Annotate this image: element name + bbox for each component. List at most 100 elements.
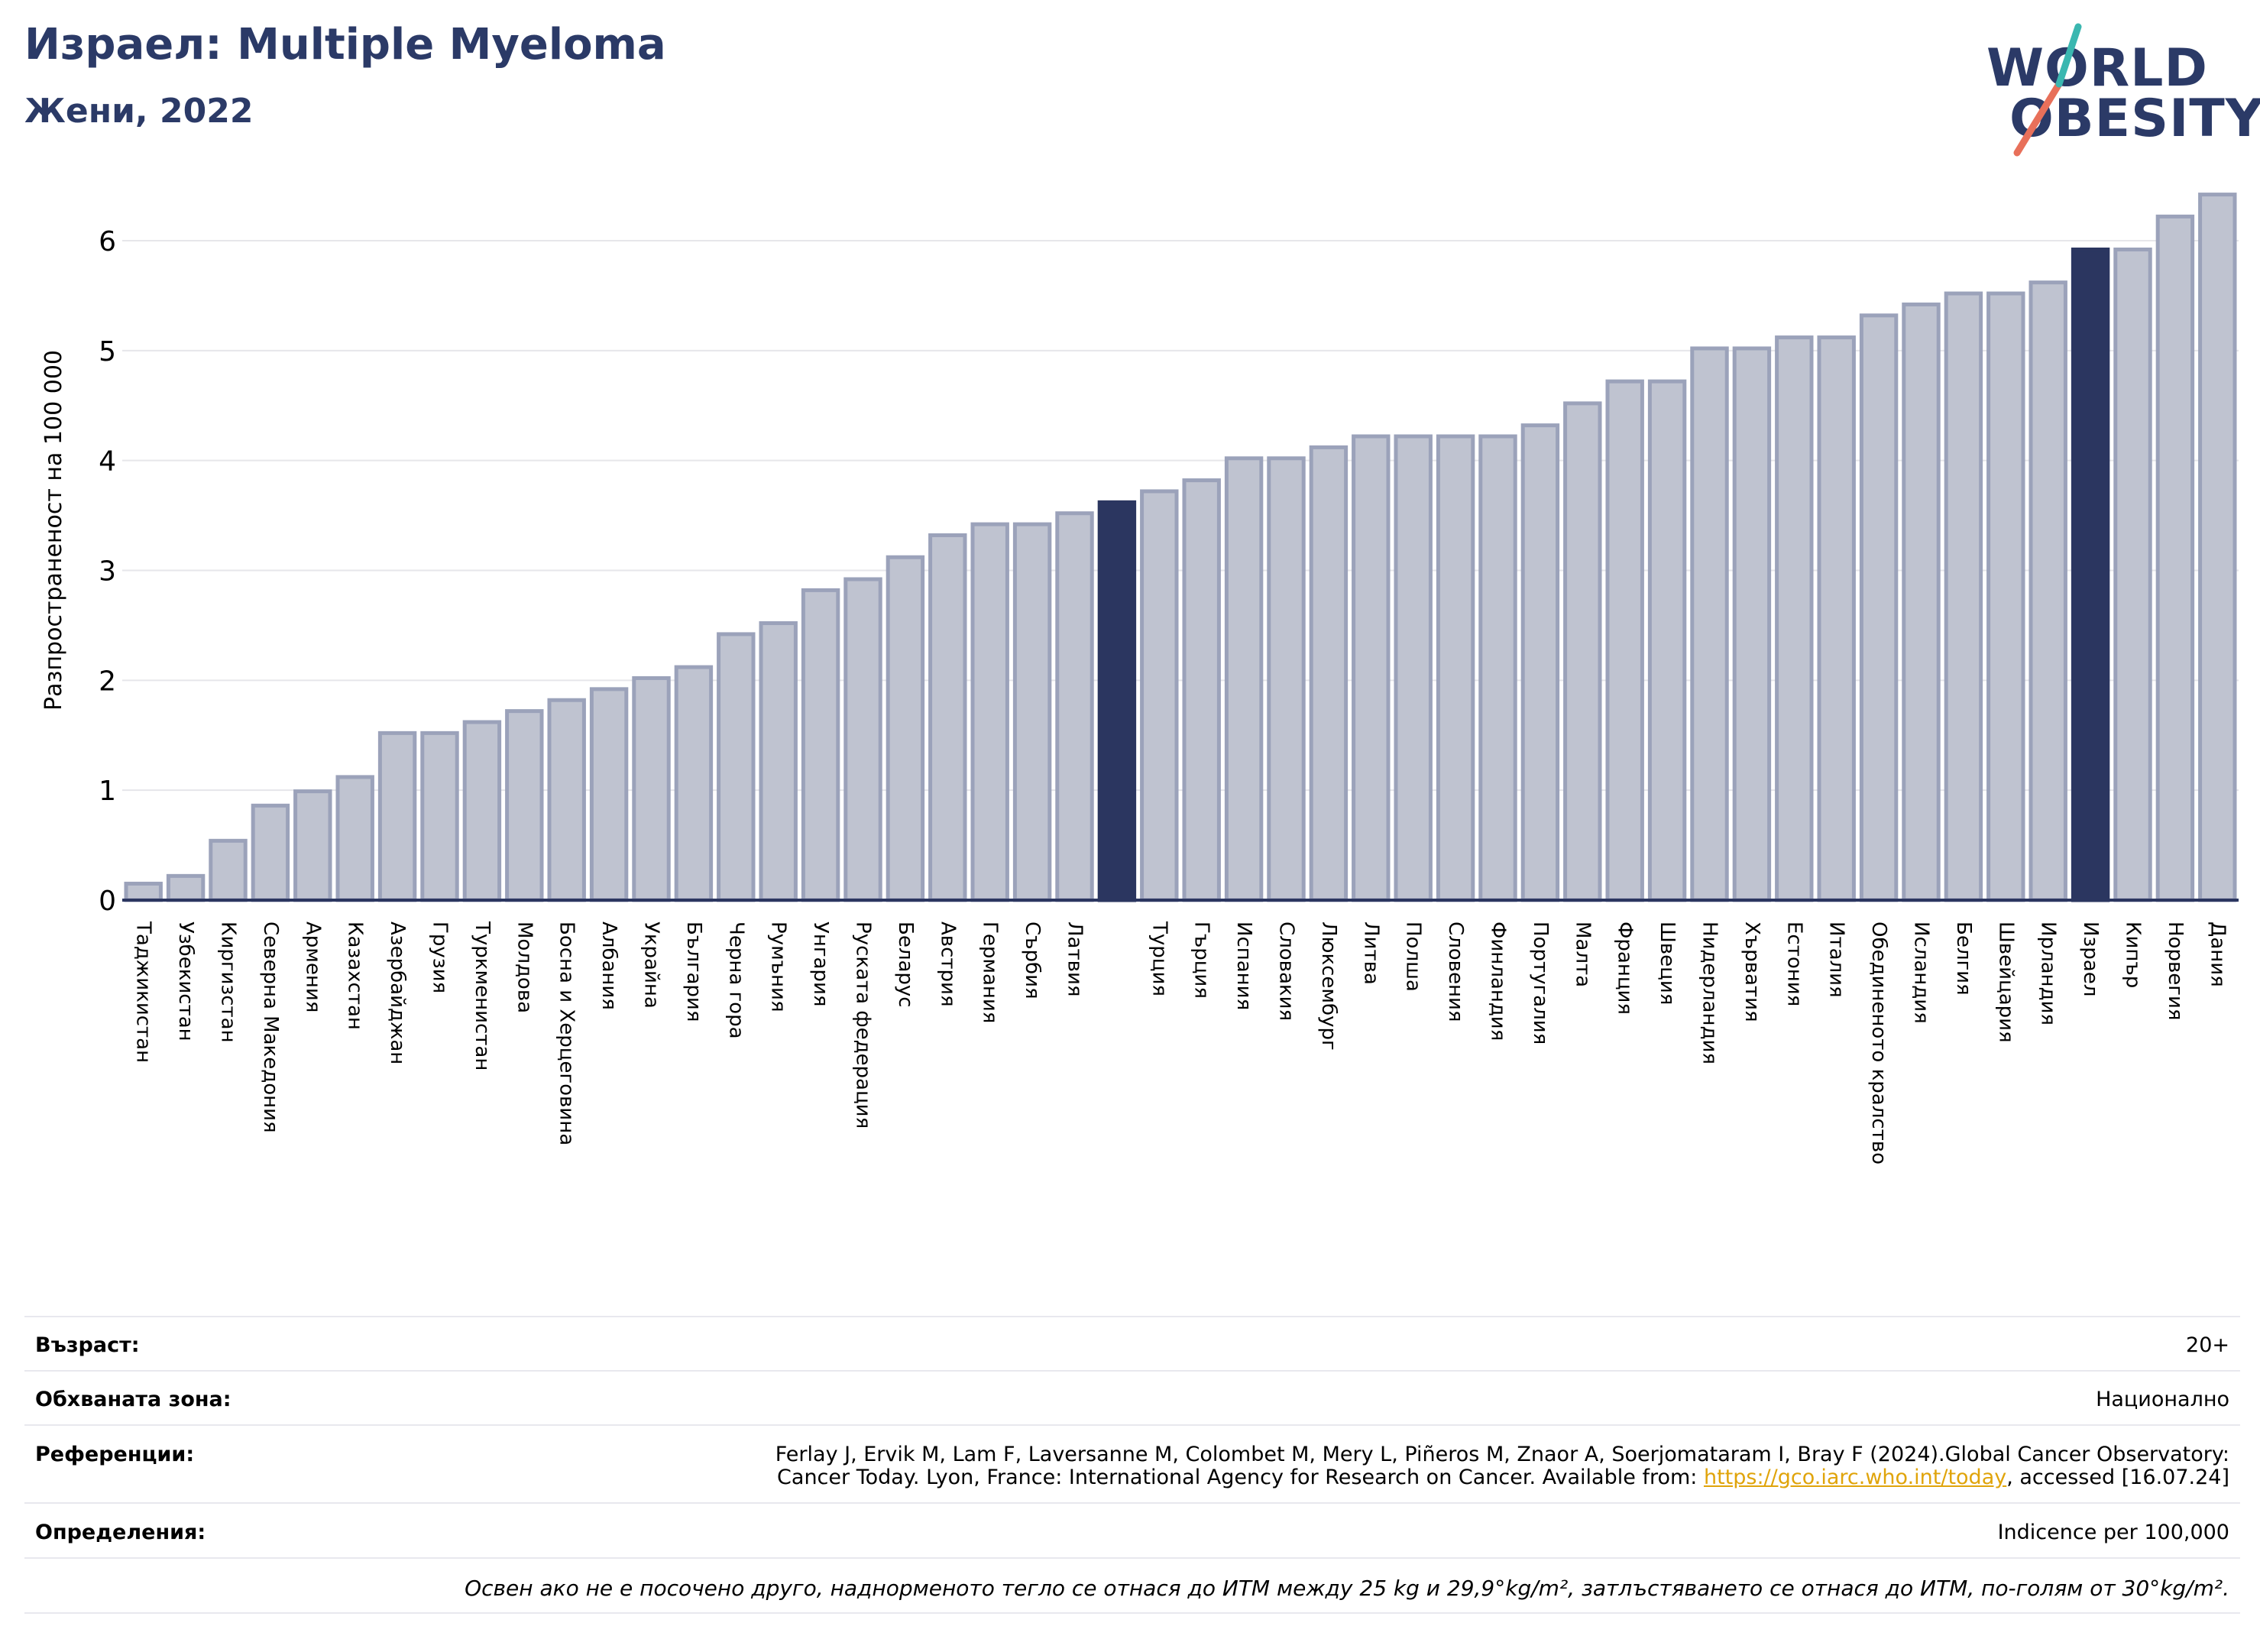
- bar: [1140, 489, 1179, 902]
- x-tick-label: Естония: [1782, 922, 1805, 1006]
- x-tick-label: България: [682, 922, 705, 1022]
- x-tick-label: Израел: [2079, 922, 2102, 996]
- x-tick-label: Узбекистан: [174, 922, 197, 1041]
- y-axis-label: Разпространеност на 100 000: [40, 350, 67, 711]
- bar: [2113, 248, 2152, 902]
- age-label: Възраст:: [35, 1333, 140, 1357]
- bar: [420, 730, 459, 902]
- x-tick-label: Малта: [1571, 922, 1594, 987]
- bar: [335, 775, 374, 902]
- x-tick-label: Киргизстан: [217, 922, 240, 1043]
- bar: [209, 838, 248, 902]
- x-tick-label: Босна и Херцеговина: [555, 922, 578, 1145]
- bar: [462, 720, 502, 902]
- x-tick-label: Румъния: [767, 922, 790, 1012]
- bar: [251, 803, 290, 902]
- bar: [674, 665, 714, 902]
- x-tick-label: Унгария: [809, 922, 832, 1006]
- x-tick-label: Турция: [1148, 921, 1170, 996]
- bar: [1352, 434, 1391, 902]
- bar: [377, 730, 417, 902]
- bar: [632, 675, 671, 902]
- info-divider: [24, 1612, 2240, 1614]
- bar: [801, 588, 840, 902]
- x-tick-label: Испания: [1232, 922, 1255, 1010]
- bar: [124, 881, 163, 902]
- references-link[interactable]: https://gco.iarc.who.int/today: [1703, 1466, 2007, 1489]
- bar: [2028, 280, 2067, 902]
- bar: [1732, 346, 1772, 902]
- y-tick-label: 2: [99, 666, 116, 697]
- x-tick-label: Германия: [979, 922, 1002, 1023]
- x-tick-label: Руската федерация: [852, 922, 875, 1129]
- world-obesity-logo: WORLD OBESITY: [1986, 23, 2260, 160]
- x-tick-label: Туркменистан: [471, 921, 494, 1071]
- bar: [1944, 291, 1983, 902]
- x-tick-label: Хърватия: [1740, 922, 1763, 1022]
- age-value: 20+: [2186, 1333, 2229, 1357]
- references-line-1: Ferlay J, Ervik M, Lam F, Laversanne M, …: [775, 1443, 2229, 1466]
- x-tick-label: Казахстан: [344, 922, 367, 1030]
- info-divider: [24, 1316, 2240, 1317]
- bar: [1394, 434, 1433, 902]
- bar: [1309, 445, 1349, 902]
- references-text: Cancer Today. Lyon, France: Internationa…: [777, 1466, 1704, 1489]
- bar: [1563, 401, 1602, 902]
- y-tick-label: 4: [99, 446, 116, 478]
- bar: [1605, 379, 1644, 902]
- x-tick-label: Ирландия: [2037, 922, 2060, 1025]
- x-tick-label: Словакия: [1275, 922, 1298, 1021]
- x-tick-label: Обединеното кралство: [1867, 922, 1890, 1164]
- x-tick-label: Португалия: [1529, 922, 1552, 1045]
- bar: [1182, 478, 1221, 902]
- x-tick-label: Нидерландия: [1698, 922, 1721, 1064]
- bar: [970, 522, 1009, 902]
- chart-subtitle: Жени, 2022: [24, 92, 254, 131]
- references-accessed: , accessed [16.07.24]: [2006, 1466, 2229, 1489]
- bar: [886, 555, 925, 902]
- x-tick-label: Латвия: [1064, 922, 1086, 997]
- x-tick-label: Италия: [1825, 922, 1848, 998]
- logo-word-1: WORLD: [1986, 38, 2208, 99]
- bar: [1986, 291, 2025, 902]
- x-tick-label: Исландия: [1910, 922, 1933, 1024]
- x-tick-label: Полша: [1402, 922, 1425, 992]
- bar: [2155, 214, 2195, 902]
- y-tick-label: 6: [99, 226, 116, 258]
- bar: [1097, 500, 1137, 902]
- footnote: Освен ако не е посочено друго, наднормeн…: [465, 1576, 2229, 1601]
- x-tick-label: Беларус: [894, 922, 917, 1008]
- bar: [928, 533, 967, 902]
- x-tick-label: Швеция: [1656, 922, 1679, 1005]
- x-tick-label: Словения: [1444, 922, 1467, 1022]
- x-tick-label: Швейцария: [1994, 922, 2017, 1043]
- x-tick-label: Гърция: [1190, 922, 1213, 999]
- definitions-value: Indicence per 100,000: [1997, 1521, 2229, 1544]
- references-line-2: Cancer Today. Lyon, France: Internationa…: [777, 1466, 2229, 1489]
- x-tick-label: Люксембург: [1317, 922, 1340, 1051]
- x-tick-label: Северна Македония: [259, 922, 282, 1133]
- x-tick-label: Дания: [2206, 922, 2229, 987]
- chart-title: Израел: Multiple Myeloma: [24, 20, 666, 70]
- info-divider: [24, 1370, 2240, 1372]
- x-tick-label: Албания: [597, 922, 620, 1010]
- info-divider: [24, 1557, 2240, 1559]
- x-tick-label: Австрия: [936, 922, 959, 1007]
- x-tick-label: Украйна: [640, 922, 663, 1009]
- bar: [2071, 248, 2110, 902]
- x-tick-label: Финландия: [1487, 922, 1510, 1041]
- y-tick-label: 5: [99, 336, 116, 368]
- y-tick-label: 0: [99, 886, 116, 917]
- bar: [1478, 434, 1517, 902]
- bar: [505, 709, 544, 902]
- x-tick-label: Молдова: [513, 922, 536, 1013]
- bar: [547, 698, 586, 902]
- bar: [1859, 313, 1899, 902]
- x-tick-label: Кипър: [2122, 922, 2145, 988]
- bar: [2198, 193, 2237, 902]
- x-tick-label: Грузия: [429, 922, 452, 993]
- info-divider: [24, 1502, 2240, 1504]
- bar: [1224, 456, 1264, 902]
- bar: [1267, 456, 1306, 902]
- x-tick-label: Черна гора: [724, 922, 747, 1039]
